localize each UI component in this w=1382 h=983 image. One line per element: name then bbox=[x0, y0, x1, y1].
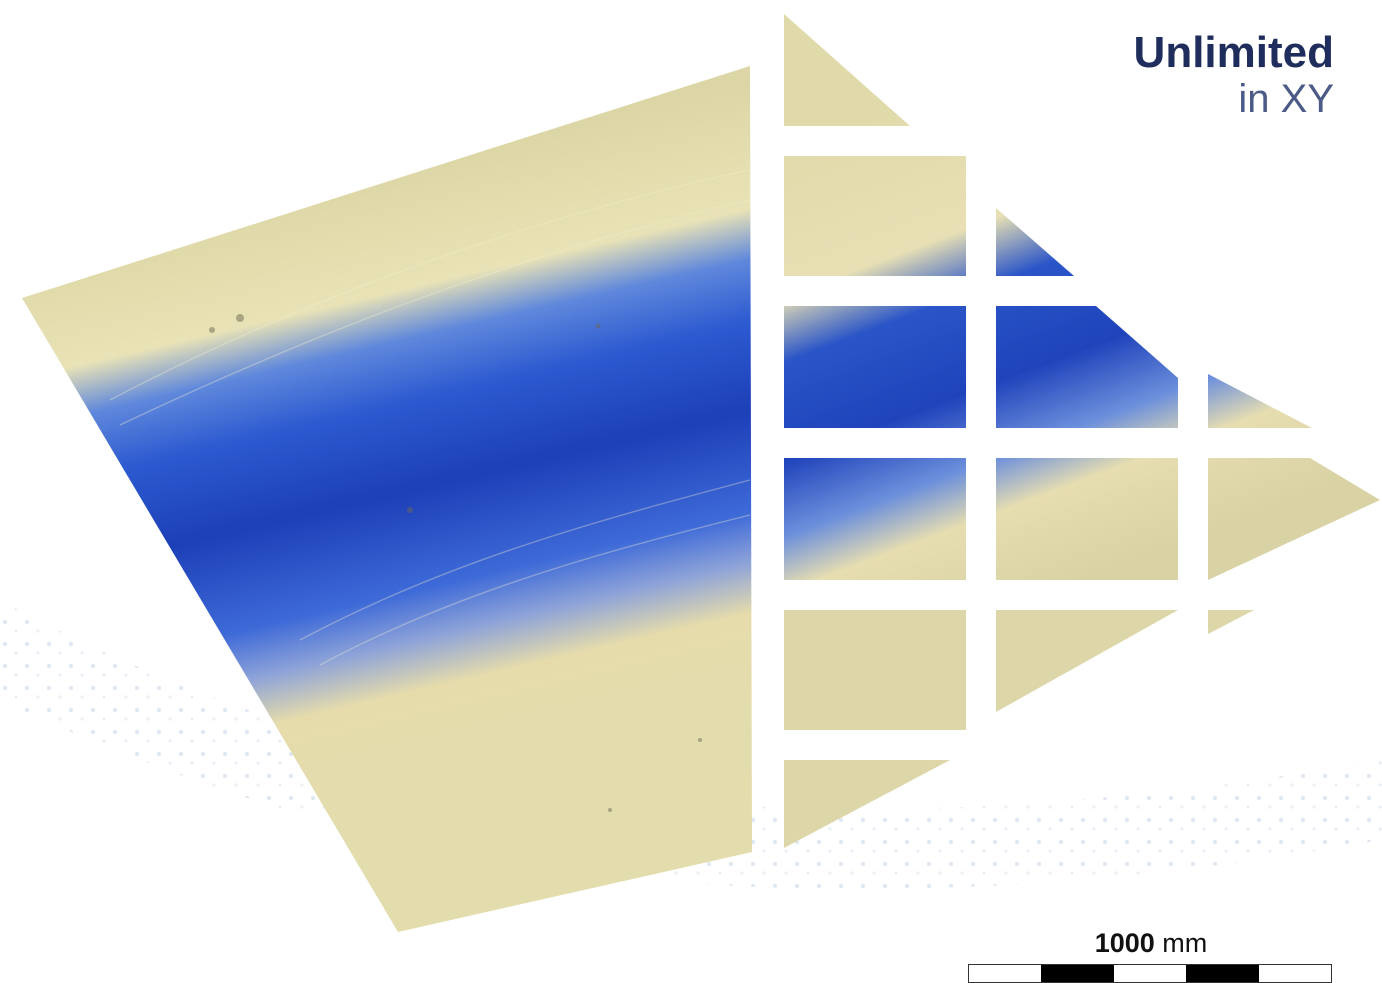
tile bbox=[784, 156, 966, 276]
scale-bar: 1000 mm bbox=[968, 926, 1334, 983]
tile bbox=[784, 14, 910, 126]
surface-texture bbox=[109, 169, 751, 666]
tile bbox=[784, 760, 950, 848]
tile bbox=[784, 610, 966, 730]
surface-scan-tiles bbox=[784, 14, 1380, 848]
headline: Unlimited in XY bbox=[1134, 28, 1334, 122]
tile bbox=[784, 306, 966, 428]
headline-light: in XY bbox=[1238, 77, 1334, 122]
surface-scan-main bbox=[22, 66, 752, 932]
scale-segment-light bbox=[1258, 965, 1332, 982]
tile bbox=[784, 458, 966, 580]
scale-label: 1000 mm bbox=[968, 926, 1334, 964]
scale-segment-dark bbox=[1186, 965, 1259, 982]
tile bbox=[1208, 374, 1312, 428]
surface-specks bbox=[209, 314, 702, 812]
scale-segment-dark bbox=[1041, 965, 1114, 982]
scale-unit: mm bbox=[1162, 928, 1208, 958]
tile bbox=[996, 306, 1178, 428]
scale-segment-light bbox=[969, 965, 1042, 982]
tile bbox=[996, 610, 1178, 712]
headline-strong: Unlimited bbox=[1133, 28, 1334, 77]
tile bbox=[996, 458, 1178, 580]
scale-bar-segments bbox=[968, 964, 1332, 983]
scale-segment-light bbox=[1113, 965, 1187, 982]
scale-value: 1000 bbox=[1094, 928, 1155, 958]
tile bbox=[996, 208, 1074, 276]
tile bbox=[1208, 610, 1254, 634]
tile bbox=[1208, 458, 1380, 580]
